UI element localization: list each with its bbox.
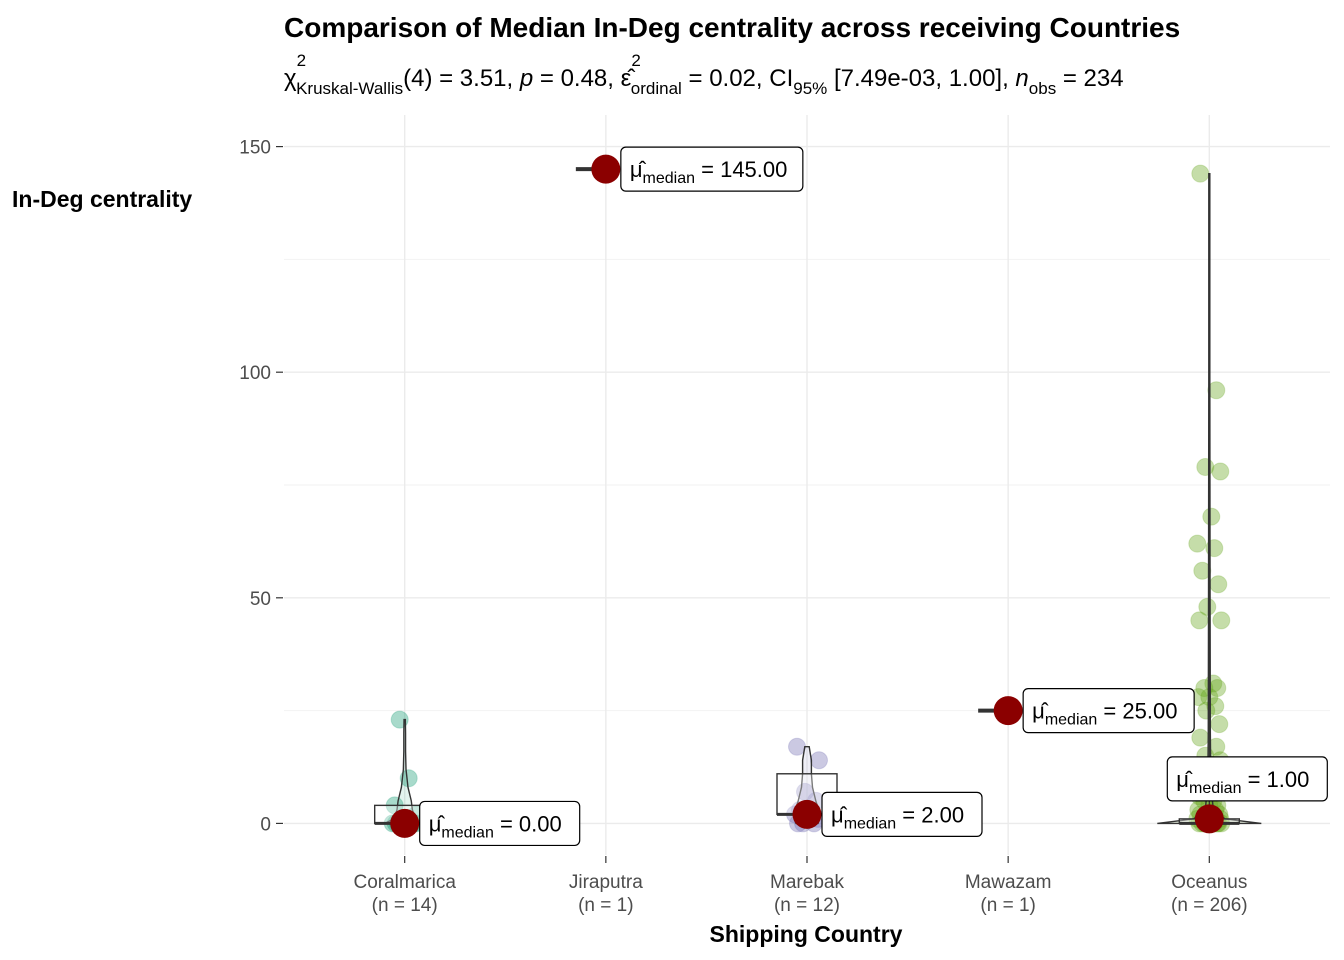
data-point [1198, 597, 1217, 616]
subtitle-sup: 2 [297, 51, 306, 70]
data-point [1190, 611, 1209, 630]
data-point [1211, 462, 1230, 481]
median-label-text: μ̂median = 0.00 [429, 811, 562, 841]
subtitle-sub-ord: ordinal [631, 79, 682, 98]
x-tick-count: (n = 1) [578, 895, 633, 916]
data-point [1191, 728, 1210, 747]
median-point [390, 808, 420, 838]
y-axis-title: In-Deg centrality [12, 186, 192, 212]
data-point [399, 769, 418, 788]
subtitle-eps-sup: 2 [631, 51, 640, 70]
chart-subtitle: χ2 Kruskal-Wallis(4) = 3.51, p = 0.48, ε̂… [284, 51, 1124, 98]
median-point [591, 154, 621, 184]
median-label-text: μ̂median = 2.00 [831, 802, 964, 832]
grid [284, 115, 1330, 855]
data-point [1207, 381, 1226, 400]
median-point [792, 799, 822, 829]
data-point [1210, 715, 1229, 734]
median-label-box [821, 791, 983, 837]
x-tick-label: Mawazam [965, 872, 1052, 893]
median-label-box [419, 800, 581, 847]
median-label-box [1166, 756, 1328, 802]
y-tick-label: 0 [260, 814, 271, 835]
data-point [1188, 534, 1207, 553]
x-tick-label: Coralmarica [353, 872, 456, 893]
data-point [1206, 697, 1225, 716]
subtitle-p-val: = 0.48, [533, 65, 620, 92]
data-point [1197, 701, 1216, 720]
median-label-text: μ̂median = 25.00 [1032, 699, 1177, 729]
plot-marks [373, 154, 1262, 838]
subtitle-p: p [519, 65, 533, 92]
x-tick-label: Marebak [770, 872, 844, 893]
subtitle-stat: (4) = 3.51, [403, 65, 520, 92]
median-labels: μ̂median = 0.00 μ̂median = 145.00 μ̂median… [419, 146, 1328, 847]
data-point [1209, 575, 1228, 594]
data-point [1196, 457, 1215, 476]
y-tick-label: 50 [250, 589, 271, 610]
median-label-box [620, 146, 804, 192]
x-axis: Coralmarica(n = 14)Jiraputra(n = 1)Mareb… [353, 856, 1248, 916]
chart-title: Comparison of Median In-Deg centrality a… [284, 12, 1180, 43]
subtitle-n-val: = 234 [1056, 65, 1123, 92]
x-tick-label: Oceanus [1171, 872, 1247, 893]
subtitle-sub-kw: Kruskal-Wallis [296, 79, 403, 98]
data-point [810, 751, 828, 770]
violin-shape [384, 718, 425, 825]
subtitle-chi: χ [284, 65, 297, 92]
subtitle-sub-ci: 95% [793, 79, 827, 98]
median-label-text: μ̂median = 1.00 [1176, 767, 1309, 797]
data-point [1202, 507, 1221, 526]
data-point [1193, 561, 1212, 580]
data-point [1212, 611, 1231, 630]
median-point [993, 696, 1023, 726]
x-tick-count: (n = 14) [372, 895, 438, 916]
data-point [1191, 164, 1210, 183]
subtitle-eps-val: = 0.02, CI [682, 65, 793, 92]
x-tick-count: (n = 1) [980, 895, 1035, 916]
x-tick-count: (n = 206) [1171, 895, 1248, 916]
x-tick-count: (n = 12) [774, 895, 840, 916]
x-axis-title: Shipping Country [710, 921, 903, 947]
median-label-text: μ̂median = 145.00 [630, 157, 788, 187]
subtitle-sub-obs: obs [1029, 79, 1056, 98]
x-tick-label: Jiraputra [569, 872, 643, 893]
y-tick-label: 100 [239, 363, 271, 384]
median-point [1194, 804, 1224, 834]
subtitle-n: n [1015, 65, 1028, 92]
data-point [788, 737, 806, 756]
median-label-box [1022, 688, 1195, 734]
y-axis: 0 50 100 150 [239, 138, 283, 835]
subtitle-ci-val: [7.49e-03, 1.00], [827, 65, 1015, 92]
y-tick-label: 150 [239, 138, 271, 159]
